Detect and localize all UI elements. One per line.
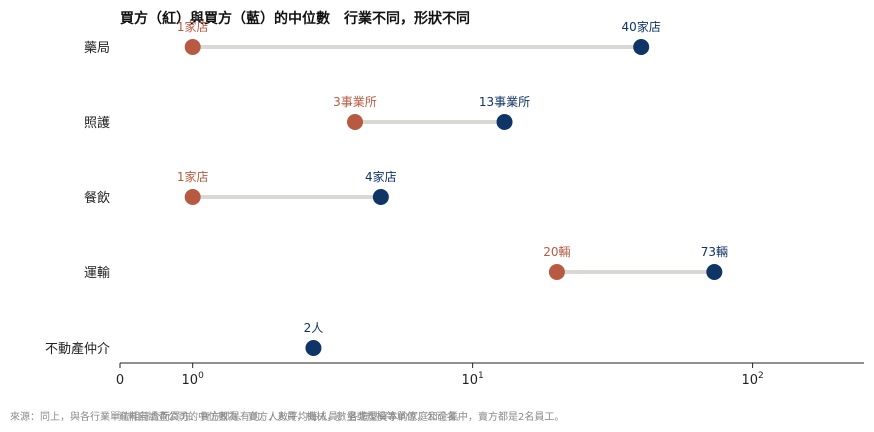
buyer-point: [633, 39, 650, 55]
buyer-point: [706, 264, 723, 280]
data-points: [184, 39, 723, 356]
chart-title: 買方（紅）與買方（藍）的中位數 行業不同，形狀不同: [120, 11, 470, 27]
category-label: 餐飲: [84, 190, 110, 206]
x-tick-label: 102: [741, 371, 763, 388]
data-label: 4家店: [365, 169, 397, 184]
connector-lines: [192, 45, 715, 274]
data-label: 20輛: [543, 245, 570, 259]
category-label: 不動產仲介: [45, 341, 110, 357]
x-axis-ticks: 0 100 101 102: [116, 363, 764, 388]
x-tick-label: 101: [462, 371, 484, 388]
data-label: 40家店: [622, 19, 661, 34]
category-label: 藥局: [84, 41, 110, 56]
seller-point: [346, 114, 363, 130]
seller-point: [184, 189, 201, 205]
seller-point: [184, 39, 201, 55]
footnote-source: 來源：同上，與各行業單位相符合而買方、賣方都是有的。/ 人員，機械，數量或規模等…: [10, 412, 467, 423]
data-label: 2人: [304, 321, 324, 335]
x-tick-label: 0: [116, 373, 124, 388]
buyer-point: [305, 340, 322, 356]
buyer-point: [372, 189, 389, 205]
data-label: 1家店: [177, 169, 209, 184]
data-label: 13事業所: [479, 95, 530, 109]
category-label: 運輸: [84, 266, 110, 281]
data-label: 73輛: [701, 245, 728, 259]
data-labels: 1家店 40家店 3事業所 13事業所 1家店 4家店 20輛 73輛 2人: [177, 19, 728, 335]
data-label: 1家店: [177, 19, 209, 34]
data-label: 3事業所: [333, 95, 377, 109]
buyer-point: [496, 114, 513, 130]
footnote-note: 資料自調查公司的中位數為、賣方人數平均每人員。各類型資本的家庭和企業中，賣方都是…: [118, 412, 565, 423]
category-label: 照護: [84, 115, 110, 131]
x-tick-label: 100: [182, 371, 205, 388]
seller-point: [548, 264, 565, 280]
